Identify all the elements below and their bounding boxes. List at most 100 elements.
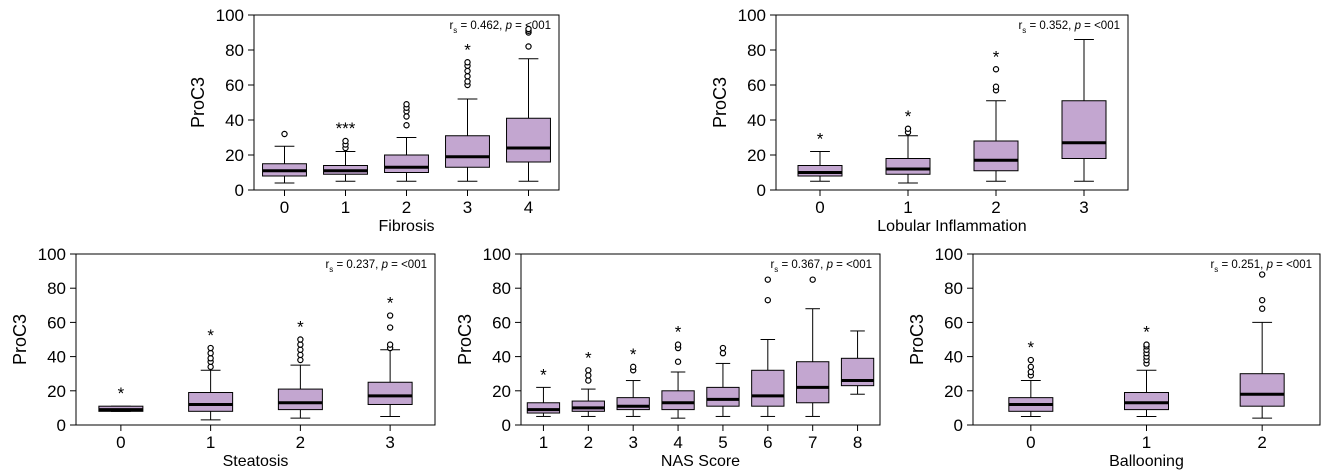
box-1: * [188,326,234,421]
x-tick-label: 3 [385,433,394,452]
plot-frame [75,253,436,426]
y-tick-label: 80 [944,279,963,298]
stat-p-value: = <001 [388,259,427,271]
outlier-point [464,73,471,80]
outlier-point [585,377,592,384]
x-tick-label: 1 [341,198,350,217]
x-tick-label: 5 [718,433,727,452]
box-iqr [526,402,561,414]
y-tick-label: 0 [954,416,963,435]
y-tick-label: 0 [235,181,244,200]
outlier-point [386,341,394,348]
box-iqr [367,381,413,405]
stat-p-value: = <001 [833,259,872,271]
x-tick-label: 3 [628,433,637,452]
box-iqr [1239,373,1285,407]
significance-star: * [207,326,214,345]
box-iqr [1061,100,1107,159]
significance-star: * [464,40,471,59]
y-tick-label: 0 [502,416,511,435]
x-tick-label: 4 [673,433,682,452]
outlier-point [1027,368,1035,376]
box-8 [840,330,875,395]
outlier-point [674,341,682,348]
significance-star: * [905,107,912,126]
outlier-point [764,276,772,283]
outlier-point [525,43,532,50]
panel-2: 0 20 40 60 80 100 ProC3 0 1 2 3 Lobular Inflammatio… [710,6,1129,235]
stat-value: = 0.352, [1026,20,1074,32]
stat-r: r [1210,259,1214,271]
box-iqr [571,400,605,412]
stat-subscript: s [774,265,778,274]
correlation-annotation: rs = 0.237, p = <001 [325,259,427,274]
stat-p-value: = <001 [1081,20,1120,32]
y-tick-label: 60 [492,313,511,332]
x-tick-label: 2 [991,198,1000,217]
box-iqr [797,165,843,177]
box-1: *** [323,119,368,182]
x-tick-label: 0 [280,198,289,217]
box-1: * [885,107,931,184]
x-tick-label: 1 [1142,433,1151,452]
y-axis-title: ProC3 [907,314,927,365]
box-iqr [661,390,695,411]
y-tick-label: 100 [935,245,963,264]
box-6 [751,276,785,417]
stat-r: r [1018,20,1022,32]
y-tick-label: 60 [747,76,766,95]
box-0: * [98,384,144,412]
box-3: * [616,345,650,417]
x-axis-title: Steatosis [223,453,289,470]
box-iqr [188,392,234,412]
x-tick-label: 2 [402,198,411,217]
y-tick-label: 100 [216,6,244,25]
outlier-point [464,59,471,66]
y-tick-label: 20 [747,146,766,165]
stat-value: = 0.251, [1218,259,1266,271]
y-tick-label: 100 [483,245,511,264]
x-tick-label: 1 [903,198,912,217]
box-2 [384,101,429,182]
y-axis-title: ProC3 [10,314,30,365]
y-tick-label: 100 [738,6,766,25]
y-tick-label: 60 [225,76,244,95]
stat-p: p [381,259,389,271]
outlier-point [297,341,304,348]
x-axis-title: NAS Score [661,453,740,470]
stat-p: p [826,259,834,271]
x-tick-label: 3 [463,198,472,217]
outlier-point [992,66,1000,73]
x-tick-label: 2 [584,433,593,452]
box-5 [706,344,740,417]
x-tick-label: 8 [853,433,862,452]
significance-star: * [1028,338,1035,357]
significance-star: *** [336,119,356,138]
significance-star: * [993,47,1000,66]
outlier-point [207,349,214,357]
box-2: * [277,318,323,419]
y-tick-label: 60 [47,313,66,332]
x-axis-title: Fibrosis [378,218,434,235]
stat-subscript: s [1022,26,1026,35]
outlier-point [207,355,214,362]
significance-star: * [1143,323,1150,342]
stat-r: r [449,20,453,32]
panel-3: 0 20 40 60 80 100 ProC3 0 1 2 3 Steatosis rs = 0.237… [10,245,436,470]
box-2 [1239,271,1285,419]
correlation-annotation: rs = 0.251, p = <001 [1210,259,1312,274]
x-tick-label: 2 [296,433,305,452]
stat-value: = 0.367, [778,259,826,271]
significance-star: * [118,384,125,403]
box-2: * [571,348,605,417]
outlier-point [585,367,592,374]
y-tick-label: 20 [944,382,963,401]
box-2: * [973,47,1019,182]
stat-r: r [770,259,774,271]
box-iqr [973,140,1019,172]
y-axis-title: ProC3 [455,314,475,365]
outlier-point [297,351,304,359]
outlier-point [1027,363,1035,371]
outlier-point [809,276,816,283]
